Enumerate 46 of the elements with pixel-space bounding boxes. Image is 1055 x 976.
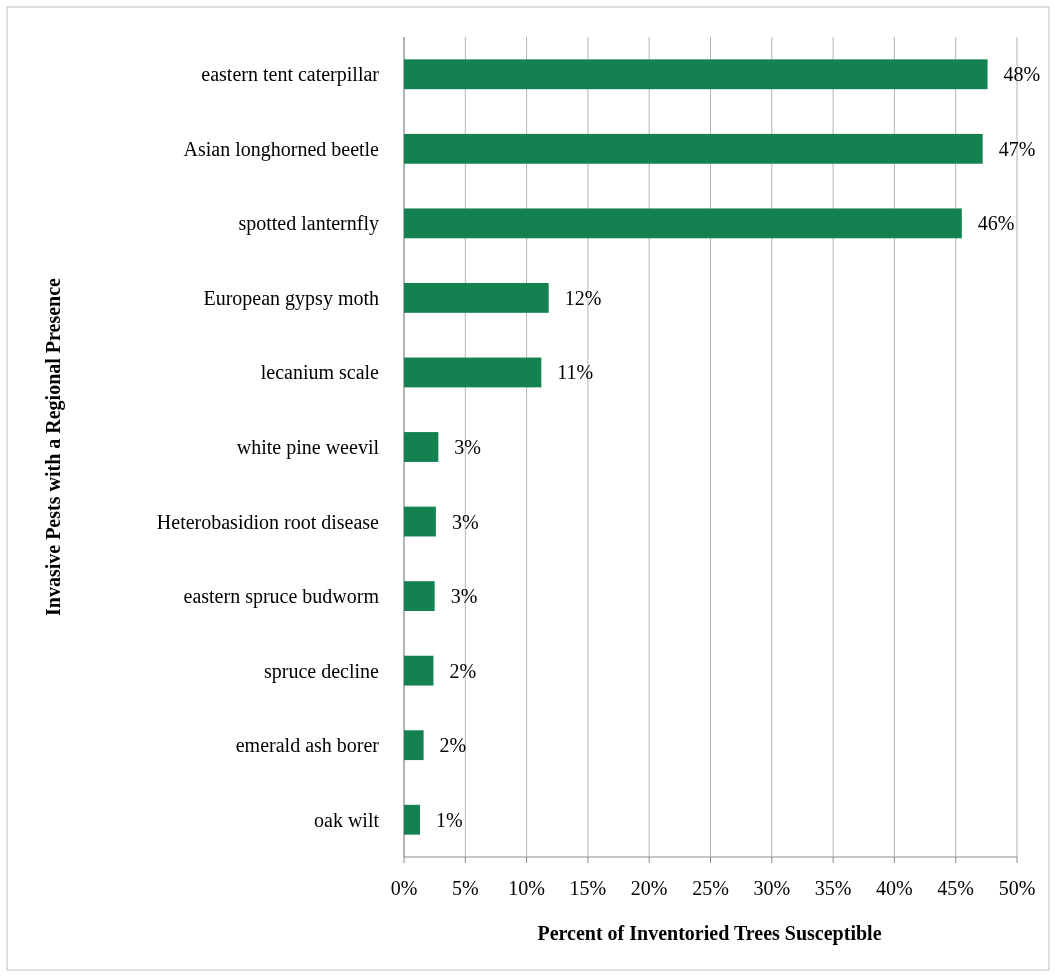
data-label: 48% xyxy=(1003,63,1041,86)
y-tick-label: eastern spruce budworm xyxy=(183,585,380,609)
x-tick-label: 40% xyxy=(876,877,913,899)
bar xyxy=(404,59,988,90)
x-tick-label: 20% xyxy=(630,877,668,899)
y-tick-label: spotted lanternfly xyxy=(238,212,379,236)
x-tick-label: 45% xyxy=(937,877,975,899)
x-tick-label: 0% xyxy=(390,877,418,899)
bar xyxy=(404,208,962,239)
y-tick-label: white pine weevil xyxy=(236,436,380,459)
data-label: 46% xyxy=(977,212,1015,235)
y-tick-label: emerald ash borer xyxy=(235,734,380,757)
y-tick-label: spruce decline xyxy=(264,659,380,683)
bar xyxy=(404,133,983,164)
x-tick-label: 50% xyxy=(998,877,1036,899)
data-label: 11% xyxy=(557,361,594,384)
x-tick-label: 25% xyxy=(692,877,729,899)
bar xyxy=(404,655,434,686)
bar xyxy=(404,357,542,388)
y-tick-label: eastern tent caterpillar xyxy=(201,63,380,87)
data-label: 3% xyxy=(450,585,478,608)
bar xyxy=(404,730,424,761)
x-tick-label: 10% xyxy=(508,877,545,899)
data-label: 2% xyxy=(449,659,477,682)
y-axis-title: Invasive Pests with a Regional Presence xyxy=(42,277,65,616)
bar xyxy=(404,804,420,835)
x-tick-label: 5% xyxy=(451,877,479,899)
bar xyxy=(404,283,549,313)
data-label: 47% xyxy=(998,137,1036,160)
x-tick-label: 35% xyxy=(814,877,852,899)
bar xyxy=(404,581,435,611)
y-tick-label: oak wilt xyxy=(314,808,380,831)
y-tick-label: Asian longhorned beetle xyxy=(183,137,380,161)
x-tick-label: 30% xyxy=(753,877,791,899)
data-label: 2% xyxy=(439,734,467,757)
bar xyxy=(404,432,439,462)
y-tick-label: lecanium scale xyxy=(260,361,380,384)
data-label: 3% xyxy=(454,436,481,458)
y-tick-label: Heterobasidion root disease xyxy=(156,510,380,533)
data-label: 3% xyxy=(451,510,479,533)
bar xyxy=(404,506,436,537)
data-label: 1% xyxy=(435,808,463,831)
y-tick-label: European gypsy moth xyxy=(203,286,379,310)
x-axis-title: Percent of Inventoried Trees Susceptible xyxy=(537,922,882,945)
x-tick-label: 15% xyxy=(569,877,607,899)
data-label: 12% xyxy=(564,286,602,309)
